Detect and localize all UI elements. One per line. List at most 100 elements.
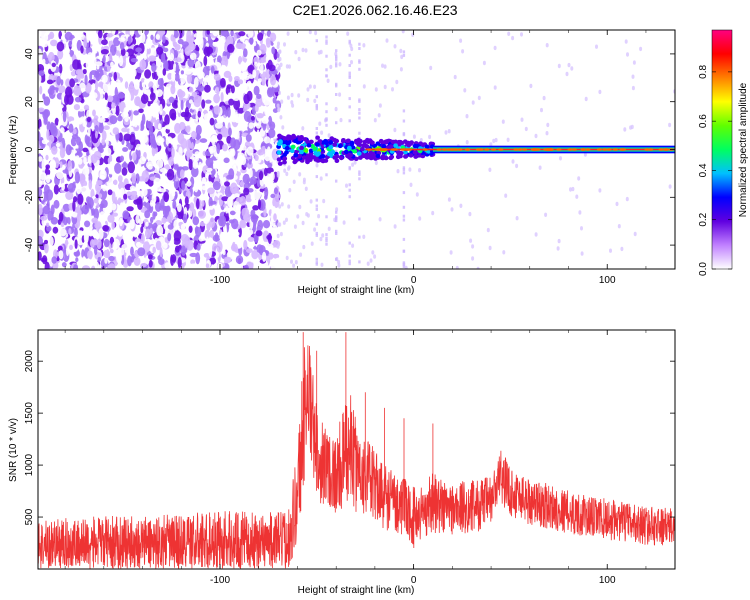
spectrogram-cell <box>256 244 264 254</box>
spectrogram-cell <box>108 72 113 78</box>
spectrogram-cell <box>82 165 90 177</box>
spectrogram-cell <box>357 142 363 148</box>
spectrogram-cell <box>186 149 190 162</box>
spectrogram-cell <box>45 154 49 161</box>
spectrogram-cell <box>269 156 273 163</box>
snr-frame <box>37 329 676 570</box>
spectrogram-cell <box>320 130 324 135</box>
spectrogram-cell <box>279 115 283 120</box>
spectrogram-cell <box>156 159 164 169</box>
spectrogram-cell <box>515 163 519 169</box>
spectrogram-cell <box>117 229 123 237</box>
spectrogram-cell <box>378 217 382 222</box>
spectrogram-cell <box>426 149 431 154</box>
snr-xtick-label: 0 <box>411 575 417 586</box>
spectrogram-cell <box>305 157 311 163</box>
spectrogram-cell <box>162 68 167 76</box>
spectrogram-cell <box>431 210 435 216</box>
spectrogram-cell <box>343 149 349 155</box>
spectrogram-cell <box>306 97 310 103</box>
spectrogram-cell <box>393 127 397 133</box>
colorbar-gradient <box>711 29 733 270</box>
spectrogram-cell <box>337 263 341 268</box>
spectrogram-cell <box>369 258 373 263</box>
spectrogram-cell <box>239 180 245 187</box>
spectrogram-cell <box>124 112 129 123</box>
spectrogram-cell <box>81 185 89 194</box>
spectrogram-cell <box>102 106 110 112</box>
spectrogram-cell <box>206 65 211 72</box>
spectrogram-cell <box>391 87 394 92</box>
spectrogram-cell <box>297 56 301 62</box>
spectrogram-cell <box>165 136 173 147</box>
spectrogram-cell <box>420 153 426 159</box>
spectrogram-cell <box>315 163 319 168</box>
spectrogram-cell <box>358 235 361 239</box>
spectrogram-cell <box>214 208 221 214</box>
spectrogram-cell <box>298 172 302 177</box>
spectrogram-cell <box>234 113 243 124</box>
spectrogram-cell <box>351 243 355 248</box>
spectrogram-cell <box>198 210 206 219</box>
spectrogram-cell <box>151 193 157 204</box>
spectrogram-cell <box>319 176 323 181</box>
spectrogram-cell <box>120 202 124 208</box>
spectrogram-cell <box>362 84 366 89</box>
spectrogram-cell <box>180 245 187 256</box>
spectrogram-cell <box>43 96 51 106</box>
spectrogram-cell <box>60 222 65 228</box>
spectrogram-cell <box>91 208 96 216</box>
spectrogram-cell <box>41 139 48 145</box>
spectrogram-cell <box>320 154 326 159</box>
spectrogram-cell <box>520 32 523 37</box>
spectrogram-cell <box>80 116 85 123</box>
spectrogram-cell <box>168 96 175 104</box>
spectrogram-cell <box>668 122 672 128</box>
spectrogram-cell <box>293 138 298 144</box>
spectrogram-cell <box>335 84 338 88</box>
spectrogram-cell <box>181 180 186 191</box>
spectrogram-cell <box>459 38 463 43</box>
spectrogram-cell <box>47 87 55 95</box>
spectrogram-cell <box>134 96 141 107</box>
spectrogram-cell <box>198 161 203 169</box>
spectrogram-cell <box>281 125 285 130</box>
spectrogram-cell <box>73 104 80 111</box>
spectrogram-cell <box>228 127 232 137</box>
spectrogram-cell <box>269 171 275 181</box>
spectrogram-cell <box>86 116 91 123</box>
spectrogram-cell <box>89 250 93 260</box>
spectrogram-cell <box>38 203 43 216</box>
spectrogram-cell <box>325 215 328 219</box>
spectrogram-cell <box>282 160 287 165</box>
spectrogram-cell <box>64 212 72 218</box>
spectrogram-cell <box>329 64 333 70</box>
spectrogram-cell <box>269 75 277 86</box>
spectrogram-cell <box>337 143 343 149</box>
spectrogram-cell <box>188 225 193 233</box>
spectrogram-cell <box>266 146 271 157</box>
spectrogram-cell <box>569 187 572 192</box>
spectrogram-cell <box>118 37 126 42</box>
spectrogram-cell <box>144 228 151 239</box>
spectrogram-cell <box>325 35 328 39</box>
spectrogram-cell <box>79 73 85 79</box>
spectrogram-cell <box>455 265 459 269</box>
spectrogram-cell <box>567 62 571 68</box>
spectrogram-cell <box>471 244 475 249</box>
spectrogram-cell <box>243 110 252 122</box>
spectrogram-cell <box>282 220 286 225</box>
spectrogram-cell <box>264 186 269 199</box>
spectrogram-cell <box>141 187 148 197</box>
spectrogram-cell <box>156 135 163 146</box>
spectrogram-cell <box>276 157 282 162</box>
spectrogram-cell <box>186 180 192 187</box>
spectrogram-cell <box>171 71 176 82</box>
spectrogram-cell <box>141 32 146 43</box>
spectrogram-cell <box>533 148 539 151</box>
spectrogram-cell <box>229 210 236 216</box>
spectrogram-cell <box>83 37 87 48</box>
spectrogram-cell <box>339 117 343 123</box>
spectrogram-cell <box>248 158 252 165</box>
spectrogram-cell <box>332 142 338 147</box>
